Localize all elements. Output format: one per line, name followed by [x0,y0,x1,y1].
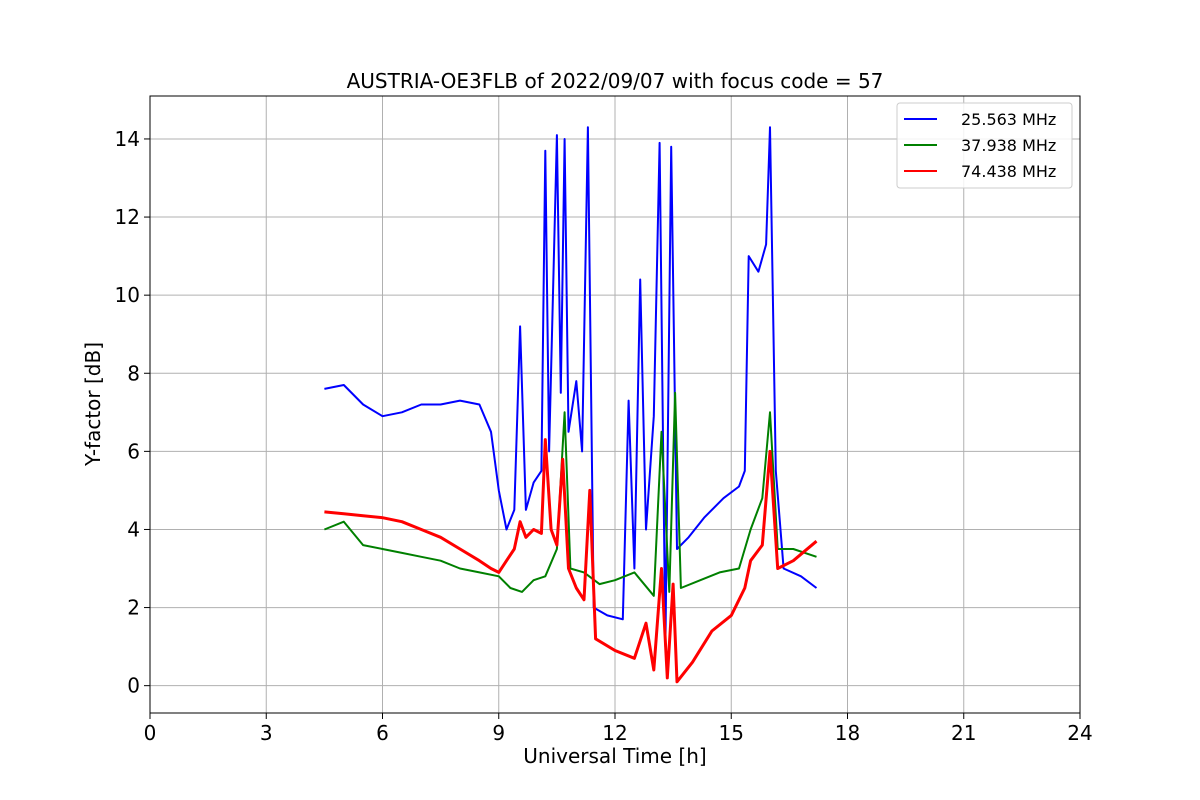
x-axis-label: Universal Time [h] [523,744,706,768]
x-tick-label: 0 [144,721,157,745]
x-tick-label: 12 [602,721,627,745]
x-tick-label: 24 [1067,721,1092,745]
legend-label-1: 25.563 MHz [961,110,1056,129]
legend: 25.563 MHz 37.938 MHz 74.438 MHz [896,102,1073,189]
x-tick-label: 3 [260,721,273,745]
x-tick-label: 15 [719,721,744,745]
x-tick-label: 6 [376,721,389,745]
legend-label-2: 37.938 MHz [961,136,1056,155]
chart-title: AUSTRIA-OE3FLB of 2022/09/07 with focus … [347,69,884,93]
y-tick-label: 6 [127,439,140,463]
series-line-1 [324,126,818,648]
x-tick-label: 9 [492,721,505,745]
y-tick-label: 10 [115,283,140,307]
y-tick-label: 2 [127,596,140,620]
legend-label-3: 74.438 MHz [961,162,1056,181]
y-tick-label: 0 [127,674,140,698]
y-axis-label: Y-factor [dB] [81,342,105,467]
y-tick-label: 8 [127,361,140,385]
x-tick-label: 18 [835,721,860,745]
y-tick-label: 4 [127,517,140,541]
y-tick-label: 14 [115,127,140,151]
legend-box [896,102,1073,189]
x-tick-label: 21 [951,721,976,745]
series-line-3 [324,438,818,684]
y-tick-label: 12 [115,205,140,229]
plot-series [324,126,818,684]
